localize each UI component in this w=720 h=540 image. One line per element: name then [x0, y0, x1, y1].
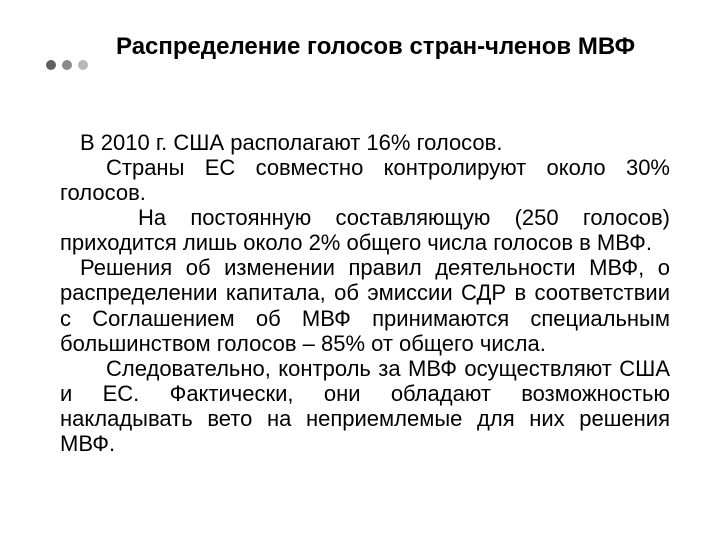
title-bullets: [46, 60, 88, 70]
paragraph-2: Страны ЕС совместно контролируют около 3…: [60, 155, 670, 205]
slide: Распределение голосов стран-членов МВФ В…: [0, 0, 720, 540]
paragraph-5: Следовательно, контроль за МВФ осуществл…: [60, 356, 670, 456]
slide-title: Распределение голосов стран-членов МВФ: [116, 33, 656, 62]
paragraph-1: В 2010 г. США располагают 16% голосов.: [60, 130, 670, 155]
slide-body: В 2010 г. США располагают 16% голосов. С…: [60, 130, 670, 456]
bullet-dot-1: [46, 60, 56, 70]
paragraph-3: На постоянную составляющую (250 голосов)…: [60, 205, 670, 255]
bullet-dot-2: [62, 60, 72, 70]
paragraph-4: Решения об изменении правил деятельности…: [60, 255, 670, 355]
bullet-dot-3: [78, 60, 88, 70]
